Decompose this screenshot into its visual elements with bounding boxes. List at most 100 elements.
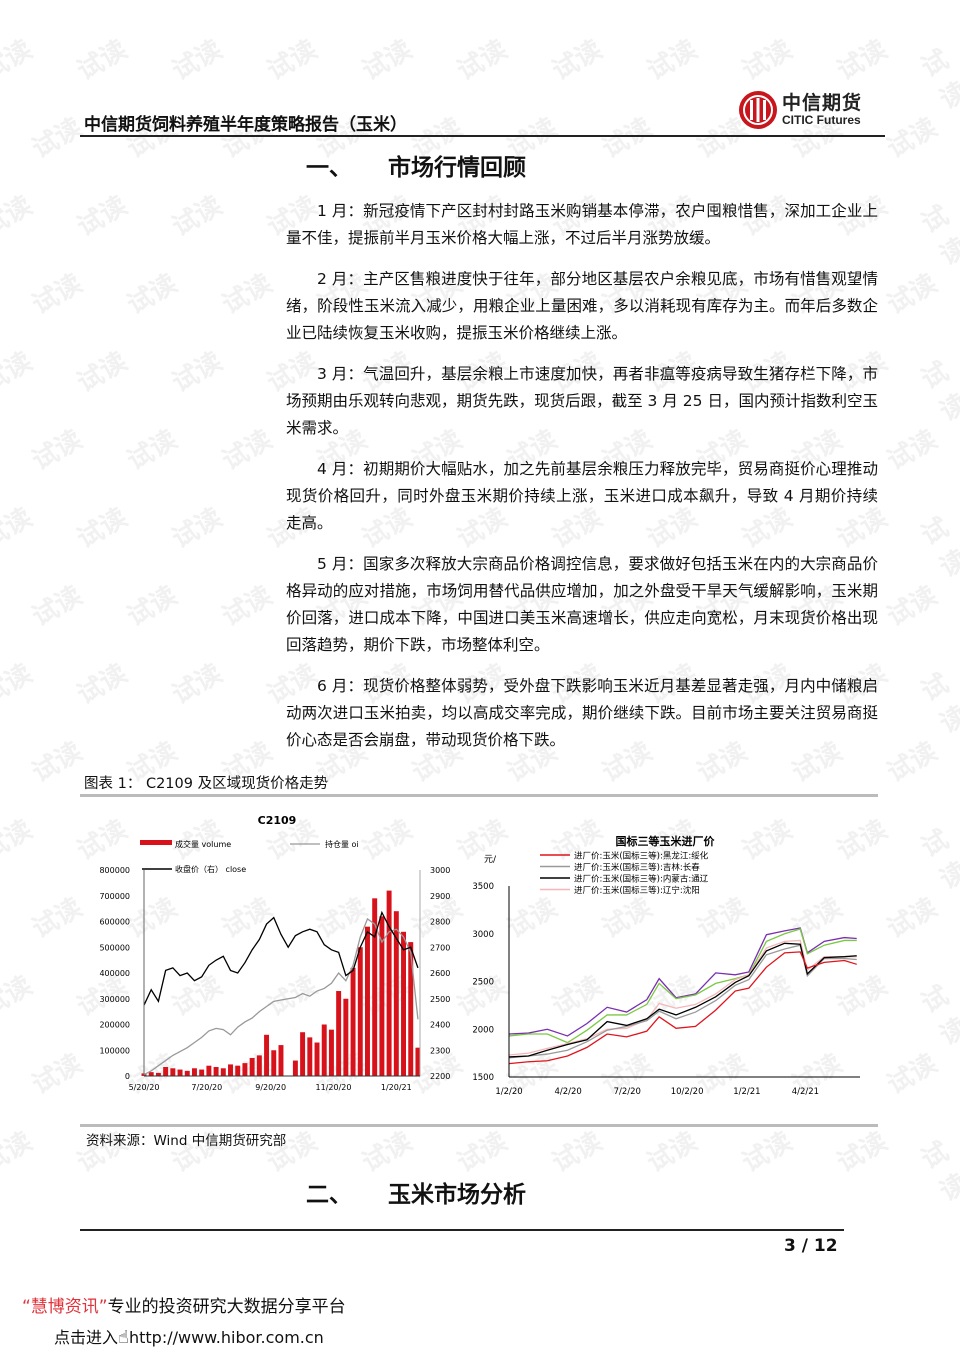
section-title: 玉米市场分析 — [388, 1182, 526, 1208]
citic-logo-icon — [739, 91, 777, 129]
c2109-chart: C2109 成交量 volume 持仓量 oi 收盘价（右） close 0 100000… — [99, 814, 450, 1092]
volume-bar — [163, 1066, 169, 1076]
volume-bar — [249, 1057, 255, 1076]
watermark: 试读 — [27, 580, 88, 633]
y-right-tick-label: 2700 — [430, 943, 450, 952]
citic-logo: 中信期货 CITIC Futures — [738, 88, 878, 132]
promo-link-line[interactable]: 点击进入☝http://www.hibor.com.cn — [54, 1324, 324, 1348]
paragraph: 4 月：初期期价大幅贴水，加之先前基层余粮压力释放完毕，贸易商挺价心理推动现货价… — [286, 460, 878, 532]
body-text: 1 月：新冠疫情下产区封村封路玉米购销基本停滞，农户囤粮惜售，深加工企业上量不佳… — [286, 198, 878, 768]
volume-bar — [401, 931, 406, 1076]
y-tick-label: 2000 — [472, 1025, 494, 1035]
watermark: 试读 — [122, 268, 183, 321]
y-right-tick-label: 2600 — [430, 969, 450, 978]
volume-bar — [235, 1065, 241, 1076]
legend-swatch-volume — [140, 840, 172, 845]
watermark: 试读 — [72, 658, 133, 711]
watermark: 试读 — [72, 502, 133, 555]
y-left-tick-label: 700000 — [99, 892, 130, 901]
volume-bar — [350, 967, 356, 1076]
figure-source: 资料来源：Wind 中信期货研究部 — [86, 1133, 287, 1149]
y-right-tick-label: 3000 — [430, 866, 450, 875]
section-heading-2: 二、 玉米市场分析 — [306, 1175, 526, 1209]
volume-bar — [191, 1068, 197, 1076]
corn-price-chart: 国标三等玉米进厂价元/进厂价:玉米(国标三等):黑龙江:绥化进厂价:玉米(国标三… — [472, 834, 860, 1097]
volume-bar — [393, 911, 399, 1076]
watermark: 试读 — [357, 34, 418, 87]
watermark: 试读 — [0, 34, 38, 87]
y-tick-label: 1500 — [472, 1073, 494, 1083]
promo-url-link[interactable]: http://www.hibor.com.cn — [128, 1328, 324, 1347]
volume-bar — [307, 1037, 313, 1076]
x-tick-label: 7/20/20 — [191, 1083, 222, 1092]
volume-bar — [379, 916, 385, 1076]
watermark: 试读 — [916, 668, 960, 740]
volume-bar — [264, 1034, 270, 1076]
promo-text: 专业的投资研究大数据分享平台 — [107, 1297, 346, 1317]
x-tick-label: 5/20/20 — [129, 1083, 160, 1092]
y-left-tick-label: 500000 — [99, 943, 130, 952]
watermark: 试读 — [27, 892, 88, 945]
volume-bar — [336, 991, 342, 1076]
price-line — [508, 951, 857, 1065]
watermark: 试读 — [882, 580, 943, 633]
volume-bar — [357, 947, 363, 1076]
volume-bar — [300, 1032, 306, 1076]
legend-label: 进厂价:玉米(国标三等):内蒙古:通辽 — [574, 874, 709, 885]
watermark: 试读 — [167, 502, 228, 555]
paragraph: 6 月：现货价格整体弱势，受外盘下跌影响玉米近月基差显著走强，月内中储粮启动两次… — [286, 677, 878, 749]
y-right-tick-label: 2500 — [430, 995, 450, 1004]
volume-bar — [415, 1047, 421, 1076]
watermark: 试读 — [882, 1048, 943, 1101]
y-right-tick-label: 2800 — [430, 918, 450, 927]
watermark: 试读 — [737, 34, 798, 87]
y-right-tick-label: 2200 — [430, 1072, 450, 1081]
y-right-tick-label: 2900 — [430, 892, 450, 901]
volume-bar — [292, 1060, 298, 1076]
watermark: 试读 — [916, 980, 960, 1052]
chart-title: C2109 — [258, 814, 297, 827]
y-right-tick-label: 2300 — [430, 1046, 450, 1055]
watermark: 试读 — [27, 112, 88, 165]
watermark: 试读 — [72, 190, 133, 243]
volume-bar — [206, 1065, 212, 1076]
y-left-tick-label: 200000 — [99, 1021, 130, 1030]
promo-enter: 点击进入 — [54, 1328, 119, 1347]
paragraph: 2 月：主产区售粮进度快于往年，部分地区基层农户余粮见底，市场有惜售观望情绪，阶… — [286, 270, 878, 342]
y-left-tick-label: 0 — [125, 1072, 130, 1081]
watermark: 试读 — [217, 580, 278, 633]
paragraph: 3 月：气温回升，基层余粮上市速度加快，再者非瘟等疫病导致生猪存栏下降，市场预期… — [286, 365, 878, 437]
logo-text-cn: 中信期货 — [782, 92, 863, 114]
price-line — [508, 939, 857, 1056]
volume-bar — [148, 1072, 154, 1076]
watermark: 试读 — [916, 356, 960, 428]
section-number: 二、 — [306, 1182, 352, 1208]
x-tick-label: 9/20/20 — [255, 1083, 286, 1092]
watermark: 试读 — [0, 814, 38, 867]
watermark: 试读 — [452, 1126, 513, 1179]
watermark: 试读 — [882, 268, 943, 321]
legend-label: 进厂价:玉米(国标三等):吉林:长春 — [574, 862, 700, 873]
watermark: 试读 — [916, 1136, 960, 1208]
watermark: 试读 — [547, 1126, 608, 1179]
volume-bar — [408, 942, 414, 1076]
volume-bar — [314, 1042, 320, 1076]
section-title: 市场行情回顾 — [388, 155, 526, 181]
volume-bar — [328, 1029, 334, 1076]
volume-bar — [365, 926, 370, 1076]
legend-label: 收盘价（右） close — [175, 864, 246, 874]
volume-bar — [386, 890, 392, 1076]
watermark: 试读 — [882, 736, 943, 789]
watermark: 试读 — [167, 346, 228, 399]
watermark: 试读 — [0, 970, 38, 1023]
x-tick-label: 11/20/20 — [316, 1083, 352, 1092]
y-axis-unit: 元/ — [484, 855, 497, 865]
watermark: 试读 — [167, 190, 228, 243]
volume-bar — [242, 1063, 248, 1076]
watermark: 试读 — [72, 346, 133, 399]
header-divider — [80, 135, 885, 137]
watermark: 试读 — [27, 736, 88, 789]
x-tick-label: 1/20/21 — [381, 1083, 412, 1092]
watermark: 试读 — [832, 34, 893, 87]
x-tick-label: 7/2/20 — [614, 1087, 641, 1097]
